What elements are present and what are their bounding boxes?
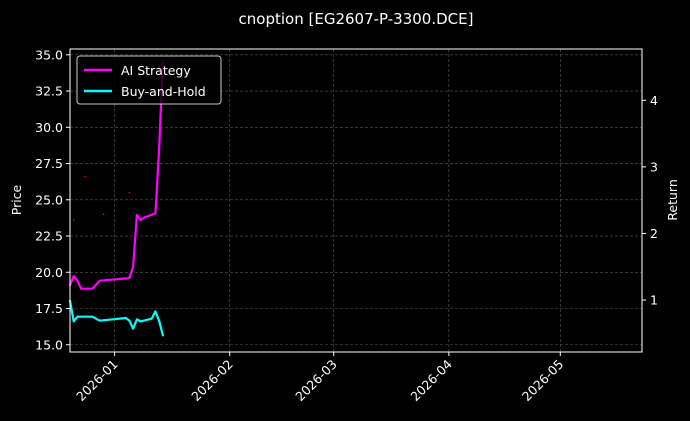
price-marker bbox=[84, 175, 86, 178]
y-tick-label: 32.5 bbox=[35, 84, 63, 99]
y-tick-label: 22.5 bbox=[35, 229, 63, 244]
y2-axis-label: Return bbox=[665, 179, 680, 220]
y-axis-label: Price bbox=[9, 184, 24, 215]
legend: AI Strategy Buy-and-Hold bbox=[76, 55, 222, 105]
y-tick-label: 25.0 bbox=[35, 192, 63, 207]
legend-box bbox=[76, 55, 222, 105]
price-markers bbox=[72, 175, 131, 221]
x-axis: 2026-01 2026-02 2026-03 2026-04 2026-05 bbox=[73, 352, 566, 404]
x-tick-label: 2026-03 bbox=[292, 357, 340, 405]
legend-label-buy-and-hold: Buy-and-Hold bbox=[121, 84, 206, 99]
y-axis-left: 15.0 17.5 20.0 22.5 25.0 27.5 30.0 32.5 35.0 bbox=[35, 47, 70, 352]
y-axis-right: 1 2 3 4 bbox=[642, 93, 658, 308]
plot-frame bbox=[69, 48, 643, 353]
y-tick-label: 35.0 bbox=[35, 47, 63, 62]
series-line-ai-strategy bbox=[68, 59, 164, 290]
legend-label-ai-strategy: AI Strategy bbox=[121, 63, 191, 78]
x-tick-label: 2026-05 bbox=[519, 357, 567, 405]
y2-tick-label: 4 bbox=[650, 93, 658, 108]
y-tick-label: 20.0 bbox=[35, 265, 63, 280]
y-tick-label: 30.0 bbox=[35, 120, 63, 135]
series-line-buy-and-hold bbox=[68, 299, 164, 337]
y-tick-label: 15.0 bbox=[35, 337, 63, 352]
y2-tick-label: 3 bbox=[650, 159, 658, 174]
y-tick-label: 27.5 bbox=[35, 156, 63, 171]
y2-tick-label: 1 bbox=[650, 293, 658, 308]
grid bbox=[70, 49, 642, 352]
x-tick-label: 2026-01 bbox=[73, 357, 121, 405]
y2-tick-label: 2 bbox=[650, 226, 658, 241]
price-marker bbox=[72, 219, 75, 221]
chart-title: cnoption [EG2607-P-3300.DCE] bbox=[239, 10, 474, 28]
series-lines bbox=[68, 59, 164, 337]
y-tick-label: 17.5 bbox=[35, 301, 63, 316]
price-marker bbox=[128, 191, 131, 194]
x-tick-label: 2026-04 bbox=[407, 356, 455, 404]
price-marker bbox=[102, 213, 105, 216]
x-tick-label: 2026-02 bbox=[188, 357, 236, 405]
